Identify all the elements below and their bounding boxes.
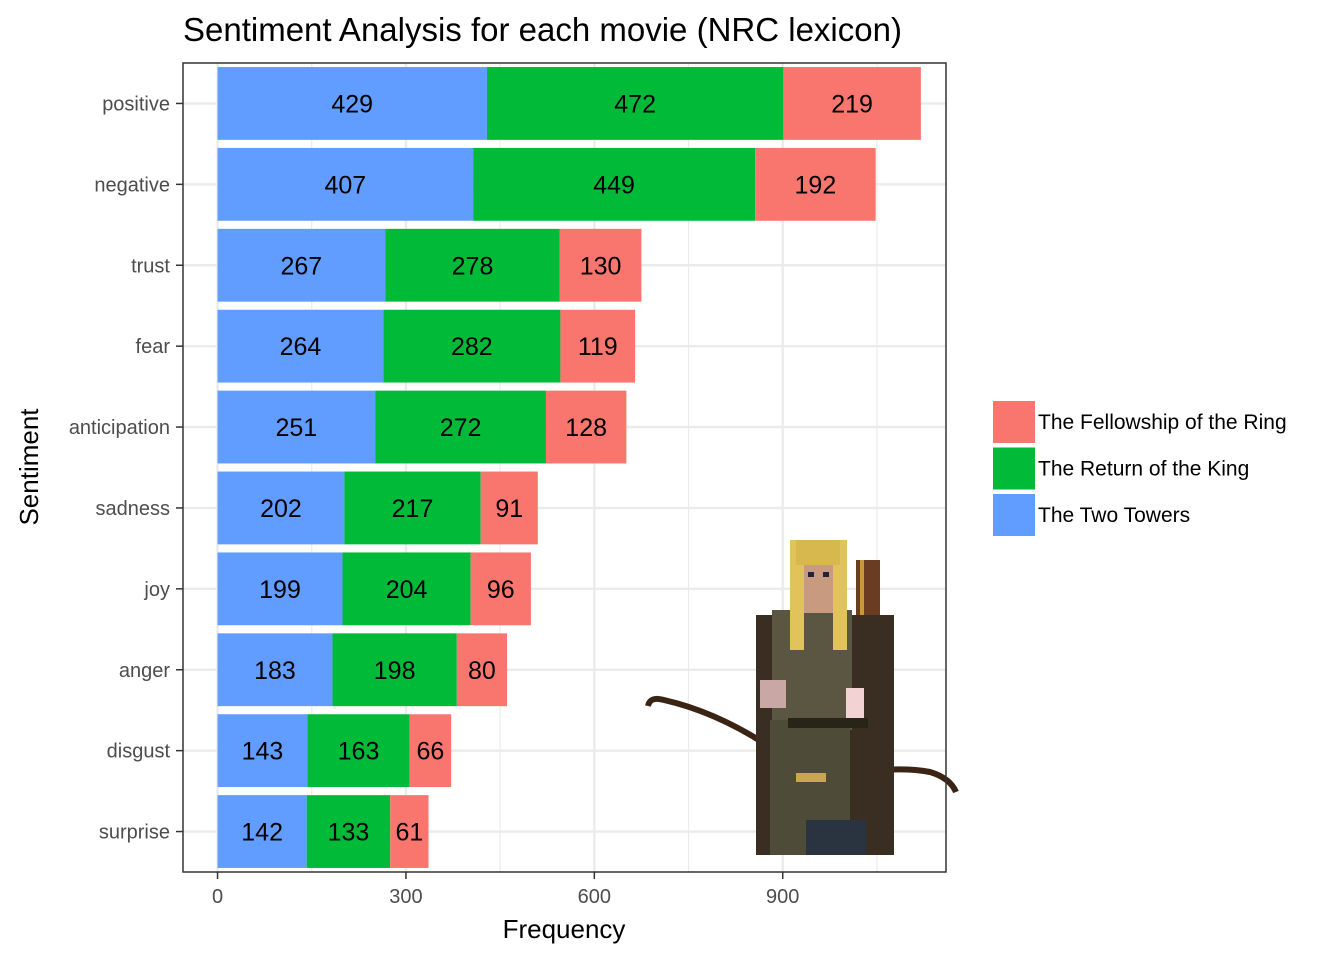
x-tick-label: 900 xyxy=(766,886,799,908)
bar-segment xyxy=(217,309,384,383)
bar-value-label: 429 xyxy=(331,90,373,118)
bar-value-label: 198 xyxy=(374,657,416,685)
bar-segment xyxy=(560,309,636,383)
x-tick-label: 300 xyxy=(389,886,422,908)
bar-value-label: 130 xyxy=(580,252,622,280)
bar-value-label: 66 xyxy=(417,738,445,766)
bar-segment xyxy=(217,390,376,464)
bar-segment xyxy=(332,633,457,707)
legend: The Fellowship of the Ring The Return of … xyxy=(993,401,1287,536)
bar-value-label: 163 xyxy=(338,738,380,766)
legend-key xyxy=(993,401,1035,443)
bar-value-label: 267 xyxy=(281,252,323,280)
x-tick-label: 600 xyxy=(578,886,611,908)
bar-segment xyxy=(456,633,508,707)
legend-label: The Fellowship of the Ring xyxy=(1038,411,1287,434)
bar-value-label: 472 xyxy=(614,90,656,118)
bar-value-label: 199 xyxy=(259,576,301,604)
y-tick-label: positive xyxy=(102,93,170,115)
bar-value-label: 202 xyxy=(260,495,302,523)
bar-segment xyxy=(217,67,487,140)
bar-segment xyxy=(755,147,876,221)
y-tick-label: joy xyxy=(143,579,170,601)
legend-label: The Return of the King xyxy=(1038,458,1249,481)
bar-value-label: 217 xyxy=(392,495,434,523)
bar-value-label: 272 xyxy=(440,414,482,442)
x-axis-title: Frequency xyxy=(503,914,626,944)
bar-segment xyxy=(486,67,784,140)
bar-segment xyxy=(344,471,481,545)
bar-value-label: 449 xyxy=(593,171,635,199)
y-tick-label: negative xyxy=(94,174,170,196)
legend-key xyxy=(993,447,1035,490)
bar-value-label: 407 xyxy=(324,171,366,199)
y-tick-label: fear xyxy=(136,336,171,358)
bar-value-label: 192 xyxy=(795,171,837,199)
bar-value-label: 142 xyxy=(241,819,283,847)
legend-label: The Two Towers xyxy=(1038,504,1190,527)
bar-value-label: 96 xyxy=(487,576,515,604)
bar-segment xyxy=(385,228,560,302)
bar-value-label: 119 xyxy=(578,333,618,361)
bar-segment xyxy=(545,390,627,464)
bar-segment xyxy=(559,228,642,302)
y-tick-label: trust xyxy=(131,255,170,277)
bar-value-label: 61 xyxy=(395,819,423,847)
bar-segment xyxy=(383,309,561,383)
y-tick-label: disgust xyxy=(107,741,171,763)
x-tick-label: 0 xyxy=(212,886,223,908)
bar-segment xyxy=(390,795,429,868)
bar-segment xyxy=(783,67,921,140)
bar-segment xyxy=(470,552,531,626)
y-axis-title: Sentiment xyxy=(14,408,44,526)
chart-title: Sentiment Analysis for each movie (NRC l… xyxy=(183,11,902,48)
bar-value-label: 204 xyxy=(386,576,428,604)
bar-value-label: 91 xyxy=(495,495,523,523)
bar-value-label: 128 xyxy=(565,414,607,442)
bar-segment xyxy=(473,147,756,221)
bar-segment xyxy=(342,552,471,626)
bar-segment xyxy=(375,390,546,464)
bar-value-label: 278 xyxy=(452,252,494,280)
bars: 429 472 219 407 449 192 267 278 130 264 282 119 251 2… xyxy=(217,67,921,868)
bar-value-label: 219 xyxy=(831,90,873,118)
bar-value-label: 282 xyxy=(451,333,493,361)
bar-segment xyxy=(217,228,386,302)
y-tick-label: anticipation xyxy=(69,417,170,439)
y-tick-label: surprise xyxy=(99,822,170,844)
panel-border xyxy=(182,62,947,873)
bar-value-label: 183 xyxy=(254,657,296,685)
bar-segment xyxy=(217,552,343,626)
bar-value-label: 251 xyxy=(275,414,317,442)
bar-segment xyxy=(217,471,345,545)
bar-value-label: 80 xyxy=(468,657,496,685)
bar-value-label: 264 xyxy=(280,333,322,361)
elf-archer-with-bow-icon xyxy=(645,540,959,855)
bar-segment xyxy=(409,714,452,788)
bar-segment xyxy=(306,795,391,868)
y-tick-label: sadness xyxy=(96,498,171,520)
bar-segment xyxy=(217,714,308,788)
bar-segment xyxy=(480,471,538,545)
bar-segment xyxy=(217,633,333,707)
bar-segment xyxy=(217,795,307,868)
bar-segment xyxy=(217,147,474,221)
legend-key xyxy=(993,494,1035,536)
y-tick-label: anger xyxy=(119,660,170,682)
bar-segment xyxy=(307,714,410,788)
bar-value-label: 143 xyxy=(242,738,284,766)
bar-value-label: 133 xyxy=(328,819,370,847)
axes: 0 300 600 900 positive negative trust fear antic… xyxy=(69,93,800,908)
